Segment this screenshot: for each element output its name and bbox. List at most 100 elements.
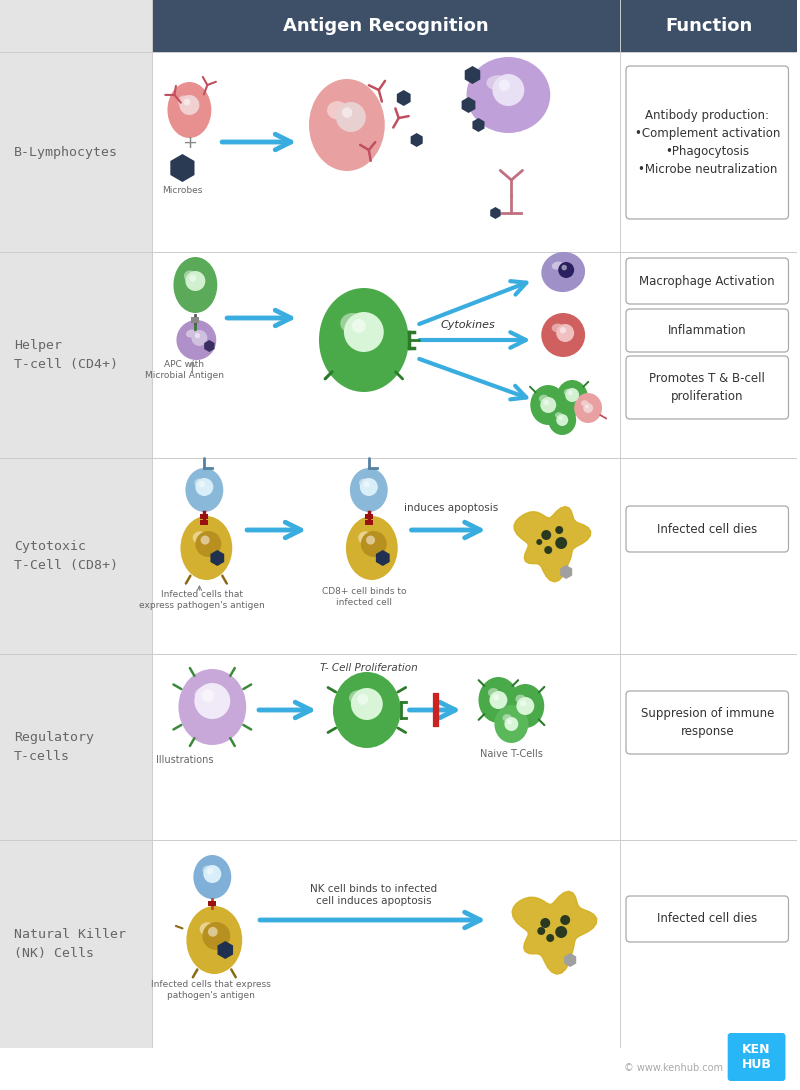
Circle shape [342,107,352,118]
Circle shape [363,481,370,487]
Polygon shape [204,340,214,352]
Circle shape [562,265,567,270]
Bar [0,52,151,1047]
Polygon shape [410,133,422,147]
Circle shape [560,327,566,334]
Text: T- Cell Proliferation: T- Cell Proliferation [320,663,418,673]
Circle shape [556,414,568,426]
Bar [200,514,208,519]
Circle shape [336,102,366,132]
Text: Inflammation: Inflammation [668,324,746,337]
Circle shape [202,922,230,950]
Text: Infected cell dies: Infected cell dies [657,912,758,925]
Bar [151,52,620,1047]
Polygon shape [170,154,194,182]
Ellipse shape [539,395,549,402]
Circle shape [179,95,199,116]
Text: Antibody production:
•Complement activation
•Phagocytosis
•Microbe neutralizatio: Antibody production: •Complement activat… [634,109,780,175]
Ellipse shape [478,677,518,723]
Ellipse shape [194,479,205,487]
Ellipse shape [177,320,216,360]
Ellipse shape [349,690,368,705]
Circle shape [201,535,210,545]
Circle shape [543,400,549,405]
Circle shape [555,526,563,534]
Ellipse shape [319,288,409,392]
Ellipse shape [202,865,213,874]
Ellipse shape [494,705,528,743]
Text: NK cell binds to infected
cell induces apoptosis: NK cell binds to infected cell induces a… [310,884,438,907]
Text: CD8+ cell binds to
infected cell: CD8+ cell binds to infected cell [322,586,406,607]
Circle shape [507,719,512,725]
Circle shape [190,275,196,281]
FancyBboxPatch shape [626,258,789,304]
Polygon shape [465,66,480,84]
Text: Naive T-Cells: Naive T-Cells [480,749,543,759]
Ellipse shape [574,393,602,423]
Bar [200,520,208,525]
Circle shape [560,915,570,925]
Circle shape [199,481,206,487]
Circle shape [583,403,593,413]
Text: B-Lymphocytes: B-Lymphocytes [14,145,118,158]
Polygon shape [397,90,410,106]
Ellipse shape [506,685,544,728]
Bar [0,0,798,52]
Text: Infected cells that express
pathogen's antigen: Infected cells that express pathogen's a… [151,980,271,1000]
Text: Helper
T-cell (CD4+): Helper T-cell (CD4+) [14,339,118,371]
Ellipse shape [194,687,213,702]
Bar [151,0,620,52]
Ellipse shape [167,82,211,138]
Ellipse shape [530,385,566,425]
Ellipse shape [193,531,207,544]
Text: Illustrations: Illustrations [156,755,213,765]
Circle shape [540,918,550,928]
Ellipse shape [309,78,385,171]
Circle shape [556,324,574,342]
Circle shape [555,926,567,938]
FancyBboxPatch shape [728,1033,786,1081]
Ellipse shape [548,405,576,435]
Circle shape [208,926,218,936]
Ellipse shape [466,57,550,133]
Circle shape [540,397,556,413]
FancyBboxPatch shape [626,66,789,219]
Circle shape [351,688,382,720]
Circle shape [568,390,573,396]
Circle shape [202,689,214,702]
Ellipse shape [178,669,246,744]
Text: Infected cells that
express pathogen's antigen: Infected cells that express pathogen's a… [139,590,266,610]
Ellipse shape [515,694,526,703]
Ellipse shape [581,400,589,407]
Circle shape [191,330,207,346]
Text: © www.kenhub.com: © www.kenhub.com [624,1063,722,1073]
Text: APC with
Microbial Antigen: APC with Microbial Antigen [145,360,224,380]
Text: Macrophage Activation: Macrophage Activation [639,275,775,288]
Circle shape [203,865,222,883]
Circle shape [499,80,510,90]
Circle shape [558,262,574,278]
Circle shape [186,271,206,291]
Bar [620,0,798,52]
Circle shape [555,537,567,549]
Circle shape [194,683,230,719]
Ellipse shape [333,673,401,748]
Ellipse shape [340,313,365,334]
Ellipse shape [186,906,242,974]
Ellipse shape [556,380,588,416]
Circle shape [493,74,524,106]
Circle shape [183,98,190,106]
Circle shape [194,332,200,338]
Ellipse shape [564,389,573,396]
Ellipse shape [488,688,499,698]
Circle shape [565,388,579,402]
Ellipse shape [186,468,223,512]
Circle shape [366,535,375,545]
Circle shape [358,693,369,705]
Text: +: + [182,134,197,152]
Text: KEN
HUB: KEN HUB [742,1043,771,1071]
Circle shape [207,868,214,874]
Polygon shape [376,550,390,566]
Circle shape [558,416,563,421]
Bar [365,514,373,519]
